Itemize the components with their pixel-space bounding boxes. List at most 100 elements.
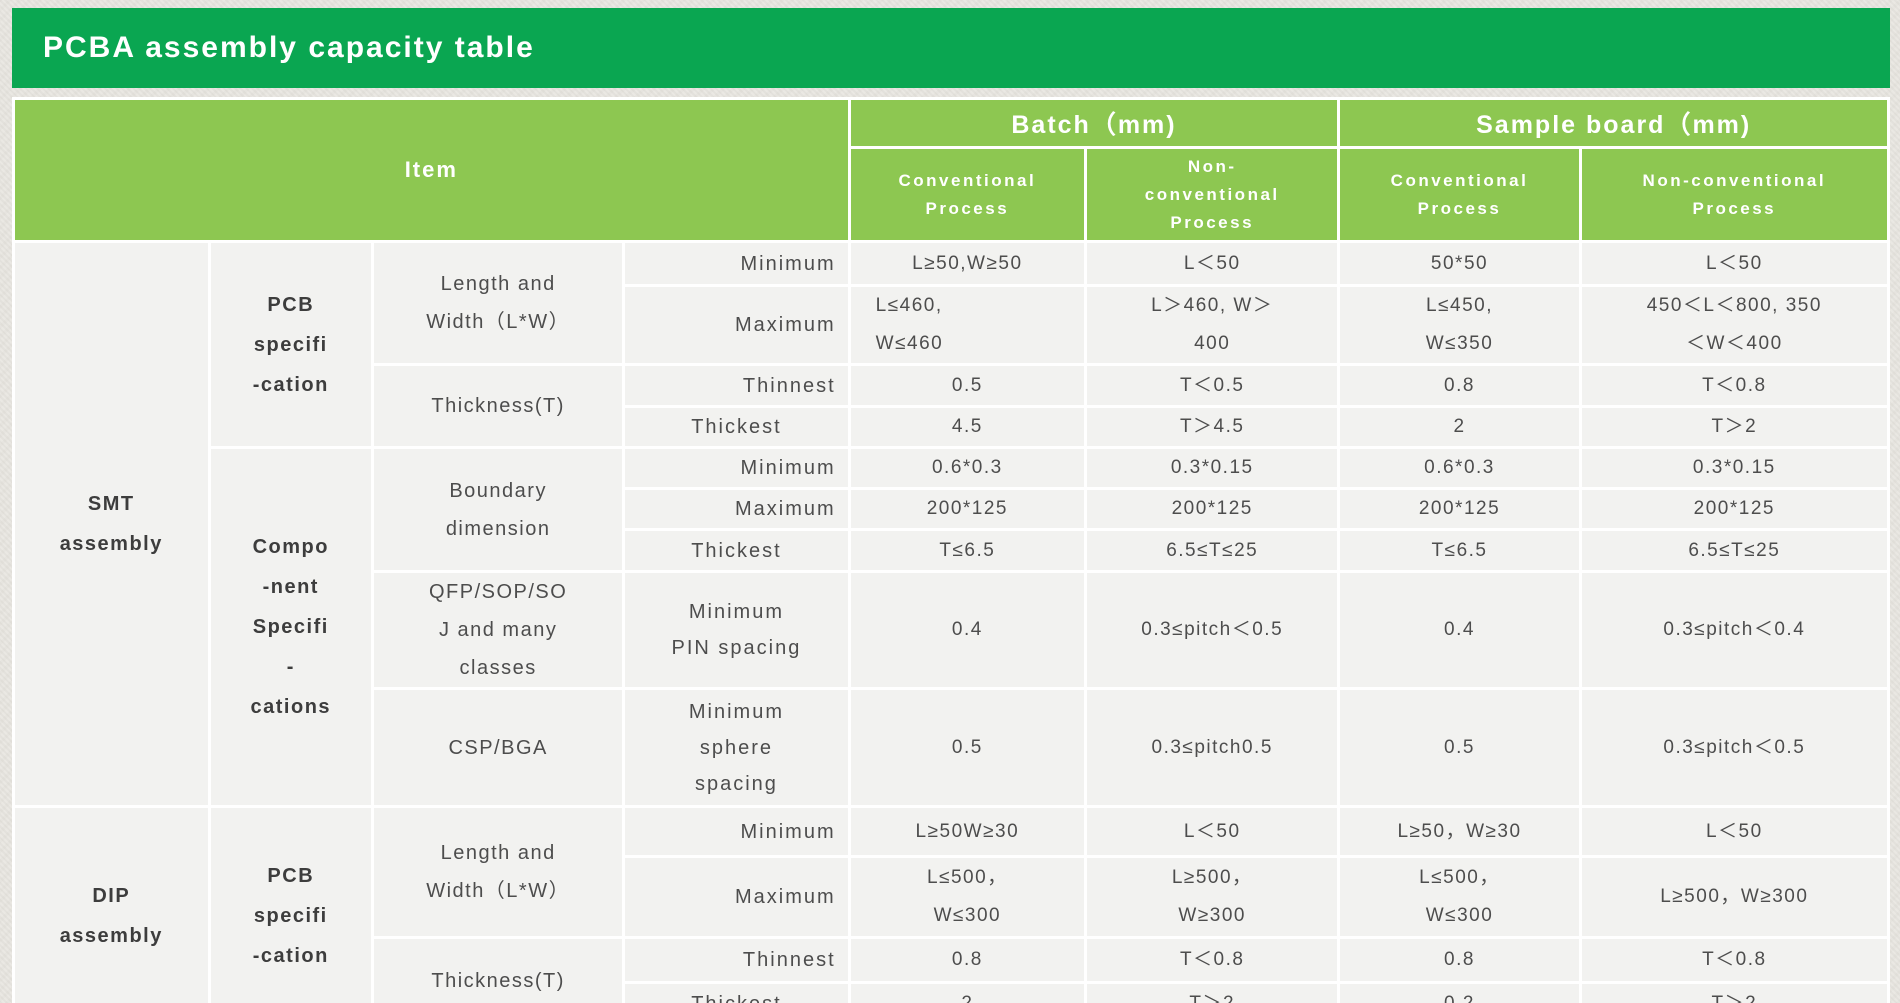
value-cell: 0.3*0.15 xyxy=(1578,446,1891,490)
table-row: QFP/SOP/SO J and many classes Minimum PI… xyxy=(14,570,1891,690)
value-cell: T＞4.5 xyxy=(1084,405,1341,449)
smt-assembly-cell: SMT assembly xyxy=(12,240,211,808)
value-cell: L≥50，W≥30 xyxy=(1337,805,1582,858)
row-label: Thinnest xyxy=(622,363,851,408)
row-label: Thickest xyxy=(622,528,851,573)
value-cell: 0.4 xyxy=(1337,570,1582,690)
value-cell: 0.5 xyxy=(847,687,1088,808)
header-batch: Batch（mm) xyxy=(847,97,1341,149)
value-cell: 4.5 xyxy=(847,405,1088,449)
value-cell: L≥500， W≥300 xyxy=(1084,855,1341,939)
value-cell: 0.2 xyxy=(1337,981,1582,1003)
dip-length-width-cell: Length and Width（L*W） xyxy=(371,805,626,939)
row-label: Minimum xyxy=(622,240,851,287)
table-row: Maximum L≤460, W≤460 L＞460, W＞ 400 L≤450… xyxy=(14,284,1891,366)
table-row: Thickness(T) Thinnest 0.5 T＜0.5 0.8 T＜0.… xyxy=(14,363,1891,449)
table-row: SMT assembly PCB specifi -cation Length … xyxy=(12,240,1891,808)
value-cell: 0.3≤pitch＜0.5 xyxy=(1084,570,1341,690)
value-cell: 200*125 xyxy=(1578,487,1891,531)
value-cell: 0.3≤pitch＜0.5 xyxy=(1578,687,1891,808)
value-cell: 2 xyxy=(847,981,1088,1003)
row-label: Minimum xyxy=(622,446,851,490)
table-row: Thickness(T) Thinnest 0.8 T＜0.8 0.8 T＜0.… xyxy=(14,936,1891,1003)
value-cell: L＞460, W＞ 400 xyxy=(1084,284,1341,366)
value-cell: T＞2 xyxy=(1578,405,1891,449)
row-label: Minimum PIN spacing xyxy=(622,570,851,690)
table-row: Thickest 2 T＞2 0.2 T＞2 xyxy=(14,981,1891,1003)
row-label: Thickest xyxy=(622,405,851,449)
value-cell: T≤6.5 xyxy=(1337,528,1582,573)
value-cell: 0.5 xyxy=(1337,687,1582,808)
header-row-processes: Conventional Process Non- conventional P… xyxy=(14,146,1891,243)
table-row: Thickest 4.5 T＞4.5 2 T＞2 xyxy=(14,405,1891,449)
value-cell: T＞2 xyxy=(1084,981,1341,1003)
value-cell: L≤450, W≤350 xyxy=(1337,284,1582,366)
value-cell: 0.4 xyxy=(847,570,1088,690)
value-cell: 0.3*0.15 xyxy=(1084,446,1341,490)
value-cell: L＜50 xyxy=(1578,805,1891,858)
header-row-groups: Item Batch（mm) Sample board（mm) xyxy=(12,97,1890,243)
header-item: Item xyxy=(12,97,851,243)
table-row: DIP assembly PCB specifi -cation Length … xyxy=(12,805,1891,1003)
value-cell: L≤460, W≤460 xyxy=(847,284,1088,366)
row-label: Thinnest xyxy=(622,936,851,984)
value-cell: T＜0.8 xyxy=(1578,363,1891,408)
value-cell: 0.6*0.3 xyxy=(847,446,1088,490)
table-row: Compo -nent Specifi - cations Boundary d… xyxy=(14,446,1891,808)
value-cell: 0.3≤pitch＜0.4 xyxy=(1578,570,1891,690)
value-cell: 0.8 xyxy=(847,936,1088,984)
row-label: Minimum xyxy=(622,805,851,858)
dip-thickness-cell: Thickness(T) xyxy=(371,936,626,1003)
row-label: Maximum xyxy=(622,855,851,939)
value-cell: L≤500， W≤300 xyxy=(847,855,1088,939)
value-cell: 6.5≤T≤25 xyxy=(1084,528,1341,573)
header-sample-board: Sample board（mm) xyxy=(1337,97,1890,149)
value-cell: 0.8 xyxy=(1337,363,1582,408)
qfp-sop-soj-cell: QFP/SOP/SO J and many classes xyxy=(371,570,626,690)
value-cell: L≥50W≥30 xyxy=(847,805,1088,858)
smt-length-width-cell: Length and Width（L*W） xyxy=(371,240,626,366)
header-sample-conventional: Conventional Process xyxy=(1337,146,1582,243)
value-cell: L≥500，W≥300 xyxy=(1578,855,1891,939)
table-row: Thickest T≤6.5 6.5≤T≤25 T≤6.5 6.5≤T≤25 xyxy=(14,528,1891,573)
csp-bga-cell: CSP/BGA xyxy=(371,687,626,808)
value-cell: 450＜L＜800, 350 ＜W＜400 xyxy=(1578,284,1891,366)
pcba-capacity-table: Item Batch（mm) Sample board（mm) Conventi… xyxy=(12,97,1891,1003)
row-label: Maximum xyxy=(622,487,851,531)
smt-thickness-cell: Thickness(T) xyxy=(371,363,626,449)
value-cell: L≥50,W≥50 xyxy=(847,240,1088,287)
value-cell: 6.5≤T≤25 xyxy=(1578,528,1891,573)
smt-pcb-spec-cell: PCB specifi -cation xyxy=(207,240,375,449)
value-cell: 2 xyxy=(1337,405,1582,449)
header-batch-nonconventional: Non- conventional Process xyxy=(1084,146,1341,243)
table-row: Maximum L≤500， W≤300 L≥500， W≥300 L≤500，… xyxy=(14,855,1891,939)
header-batch-conventional: Conventional Process xyxy=(847,146,1088,243)
value-cell: T≤6.5 xyxy=(847,528,1088,573)
value-cell: T＜0.5 xyxy=(1084,363,1341,408)
value-cell: T＜0.8 xyxy=(1578,936,1891,984)
boundary-dimension-cell: Boundary dimension xyxy=(371,446,626,573)
value-cell: L≤500， W≤300 xyxy=(1337,855,1582,939)
dip-assembly-cell: DIP assembly xyxy=(12,805,211,1003)
value-cell: T＜0.8 xyxy=(1084,936,1341,984)
value-cell: 0.5 xyxy=(847,363,1088,408)
row-label: Maximum xyxy=(622,284,851,366)
value-cell: L＜50 xyxy=(1578,240,1891,287)
value-cell: 200*125 xyxy=(1337,487,1582,531)
header-sample-nonconventional: Non-conventional Process xyxy=(1578,146,1891,243)
value-cell: 0.6*0.3 xyxy=(1337,446,1582,490)
value-cell: 50*50 xyxy=(1337,240,1582,287)
table-row: Maximum 200*125 200*125 200*125 200*125 xyxy=(14,487,1891,531)
value-cell: 200*125 xyxy=(847,487,1088,531)
page-title: PCBA assembly capacity table xyxy=(43,31,535,64)
dip-pcb-spec-cell: PCB specifi -cation xyxy=(207,805,375,1003)
row-label: Minimum sphere spacing xyxy=(622,687,851,808)
value-cell: L＜50 xyxy=(1084,805,1341,858)
value-cell: 200*125 xyxy=(1084,487,1341,531)
row-label: Thickest xyxy=(622,981,851,1003)
title-bar: PCBA assembly capacity table xyxy=(12,8,1890,88)
smt-component-spec-cell: Compo -nent Specifi - cations xyxy=(207,446,375,808)
value-cell: T＞2 xyxy=(1578,981,1891,1003)
value-cell: 0.8 xyxy=(1337,936,1582,984)
